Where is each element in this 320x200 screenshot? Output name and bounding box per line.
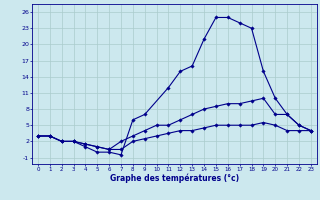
X-axis label: Graphe des températures (°c): Graphe des températures (°c) [110, 173, 239, 183]
